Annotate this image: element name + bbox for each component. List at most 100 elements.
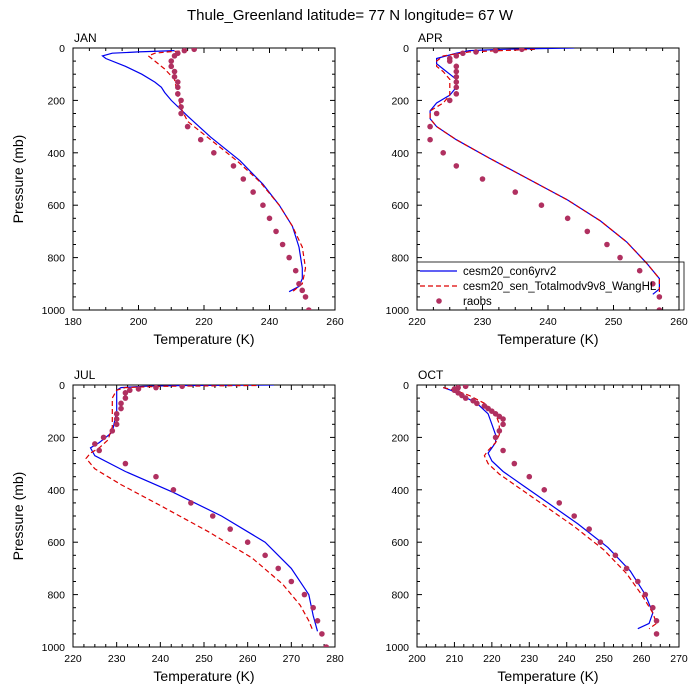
obs-point — [511, 460, 518, 467]
series-line-control — [101, 50, 303, 293]
y-tick-label: 600 — [47, 537, 65, 549]
obs-point — [122, 390, 129, 396]
x-tick-label: 220 — [408, 316, 426, 328]
series-group — [443, 385, 660, 637]
panel-label: APR — [418, 31, 443, 45]
obs-point — [571, 513, 577, 519]
obs-point — [260, 202, 266, 208]
obs-point — [453, 84, 460, 91]
obs-point — [92, 441, 98, 447]
obs-point — [538, 202, 545, 208]
series-line-sensitivity — [443, 387, 658, 630]
y-tick-label: 600 — [47, 200, 65, 212]
obs-point — [427, 123, 433, 130]
series-line-sensitivity — [85, 385, 314, 632]
obs-point — [153, 473, 159, 480]
obs-point — [453, 163, 460, 169]
y-tick-label: 800 — [391, 590, 409, 602]
obs-point — [168, 63, 175, 70]
obs-point — [323, 644, 330, 647]
obs-point — [433, 110, 440, 117]
obs-point — [492, 48, 499, 54]
obs-point — [500, 447, 506, 454]
obs-point — [109, 428, 116, 434]
obs-point — [306, 307, 312, 310]
x-tick-label: 230 — [474, 316, 492, 328]
obs-point — [184, 123, 191, 130]
obs-point — [656, 307, 663, 310]
series-line-sensitivity — [429, 48, 661, 295]
obs-point — [288, 578, 295, 585]
x-tick-label: 260 — [633, 653, 651, 665]
legend: cesm20_con6yrv2 cesm20_sen_Totalmodv9v8_W… — [416, 261, 685, 311]
obs-point — [262, 552, 268, 559]
figure-title: Thule_Greenland latitude= 77 N longitude… — [187, 7, 514, 24]
x-tick-label: 230 — [108, 653, 126, 665]
y-tick-label: 400 — [391, 485, 409, 497]
x-tick-label: 230 — [521, 653, 539, 665]
legend-label-model1: cesm20_con6yrv2 — [463, 266, 556, 278]
obs-point — [653, 631, 660, 637]
plot-frame — [416, 384, 680, 648]
y-tick-label: 0 — [59, 380, 65, 392]
x-axis-title: Temperature (K) — [153, 668, 254, 684]
obs-point — [492, 434, 499, 441]
obs-point — [462, 385, 469, 390]
obs-point — [275, 565, 282, 572]
panel-label: JUL — [74, 368, 96, 382]
x-tick-label: 240 — [261, 316, 279, 328]
x-tick-label: 220 — [483, 653, 501, 665]
obs-point — [446, 58, 453, 64]
y-tick-label: 600 — [391, 200, 409, 212]
x-tick-label: 250 — [195, 653, 213, 665]
obs-point — [178, 104, 184, 110]
obs-point — [113, 416, 120, 422]
obs-point — [319, 631, 325, 637]
x-tick-label: 260 — [326, 316, 344, 328]
y-axis-title: Pressure (mb) — [10, 472, 26, 561]
obs-point — [650, 604, 656, 611]
obs-point — [299, 287, 306, 294]
obs-point — [453, 63, 460, 70]
obs-point — [118, 405, 124, 412]
x-tick-label: 260 — [670, 316, 688, 328]
obs-point — [286, 254, 292, 261]
y-tick-label: 800 — [47, 253, 65, 265]
obs-point — [96, 447, 102, 454]
series-group — [85, 385, 330, 647]
legend-label-model2: cesm20_sen_Totalmodv9v8_WangHL — [463, 281, 657, 293]
obs-point — [171, 68, 178, 75]
obs-point — [597, 539, 604, 545]
x-tick-label: 240 — [152, 653, 170, 665]
obs-point — [113, 411, 120, 417]
panel-label: OCT — [418, 368, 444, 382]
obs-point — [541, 487, 548, 493]
obs-point — [440, 150, 447, 156]
y-tick-label: 1000 — [42, 305, 66, 317]
legend-label-obs: raobs — [463, 296, 492, 308]
obs-point — [623, 565, 630, 572]
series-group — [101, 48, 312, 310]
y-tick-label: 1000 — [386, 642, 410, 654]
obs-point — [171, 53, 178, 59]
obs-point — [496, 428, 503, 434]
y-axis-title: Pressure (mb) — [10, 135, 26, 224]
obs-point — [230, 163, 237, 169]
obs-point — [512, 189, 519, 195]
y-tick-label: 800 — [47, 590, 65, 602]
obs-point — [175, 79, 181, 85]
obs-point — [310, 604, 316, 611]
x-tick-label: 180 — [64, 316, 82, 328]
obs-point — [635, 578, 641, 585]
obs-point — [227, 526, 233, 532]
obs-point — [642, 591, 649, 598]
series-line-control — [429, 48, 661, 295]
x-tick-label: 260 — [239, 653, 257, 665]
y-tick-label: 0 — [59, 43, 65, 55]
y-tick-label: 600 — [391, 537, 409, 549]
obs-point — [153, 385, 159, 391]
y-tick-label: 1000 — [386, 305, 410, 317]
obs-point — [209, 513, 216, 519]
panel-oct: 200 210 220 230 240 250 260 270 0 200 400 600 800 100… — [386, 368, 688, 684]
